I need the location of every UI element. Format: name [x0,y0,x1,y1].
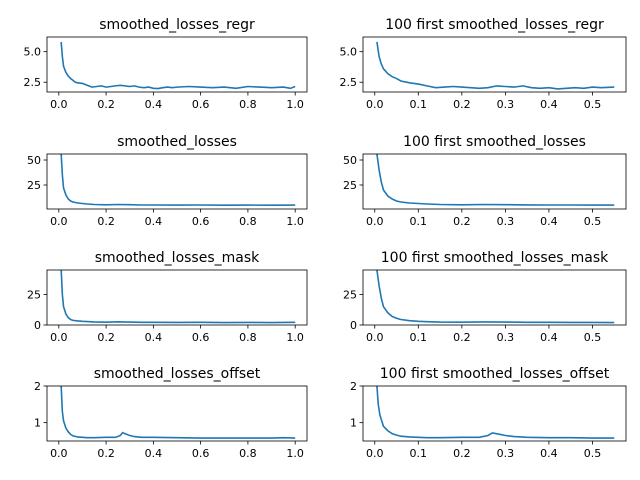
x-tick-label: 0.4 [540,447,558,460]
y-tick-label: 50 [27,154,41,167]
x-tick-label: 1.0 [286,215,304,228]
axes-frame [46,153,308,210]
subplot-title: 100 first smoothed_losses_mask [381,250,609,266]
subplot-title: smoothed_losses_regr [99,17,255,33]
x-tick-label: 0.0 [50,447,68,460]
subplot-title: 100 first smoothed_losses_offset [380,366,610,382]
x-tick-label: 0.2 [97,98,115,111]
x-tick-label: 0.5 [584,215,602,228]
x-tick-label: 0.2 [453,447,471,460]
x-tick-label: 0.2 [97,447,115,460]
series-line [376,270,615,324]
subplot-title: 100 first smoothed_losses [403,134,586,150]
subplot-4: 100 first smoothed_losses 0.0 0.1 0.2 0.3 0.4… [343,134,627,228]
y-tick-label: 1 [34,417,41,430]
x-tick-label: 0.0 [50,215,68,228]
x-tick-label: 0.0 [366,98,384,111]
y-tick-label: 2.5 [340,76,358,89]
subplot-2: 100 first smoothed_losses_regr 0.0 0.1 0.2 0… [340,17,627,111]
x-tick-label: 1.0 [286,447,304,460]
y-tick-label: 2 [34,380,41,393]
y-tick-label: 0 [350,319,357,332]
x-tick-label: 0.4 [540,98,558,111]
x-tick-label: 0.6 [192,98,210,111]
subplot-title: smoothed_losses [117,134,237,150]
x-tick-label: 0.2 [453,331,471,344]
x-tick-label: 0.0 [50,98,68,111]
x-tick-label: 0.4 [145,98,163,111]
axes-frame [46,269,308,326]
x-tick-label: 0.1 [410,447,428,460]
x-tick-label: 0.2 [453,98,471,111]
y-tick-label: 0 [34,319,41,332]
subplot-1: smoothed_losses_regr 0.0 0.2 0.4 0.6 0.8 1.0 2.… [24,17,308,111]
y-tick-label: 2.5 [24,76,42,89]
x-tick-label: 0.3 [497,447,515,460]
x-tick-label: 0.5 [584,447,602,460]
x-tick-label: 0.3 [497,98,515,111]
axes-frame [362,153,627,210]
x-tick-label: 0.3 [497,215,515,228]
subplot-title: smoothed_losses_offset [94,366,261,382]
x-tick-label: 0.0 [366,331,384,344]
y-tick-label: 25 [27,288,41,301]
series-line [376,41,615,90]
x-tick-label: 0.6 [192,331,210,344]
axes-frame [362,269,627,326]
y-tick-label: 2 [350,380,357,393]
series-line [376,154,615,206]
x-tick-label: 0.8 [239,98,257,111]
y-tick-label: 25 [27,179,41,192]
subplot-5: smoothed_losses_mask 0.0 0.2 0.4 0.6 0.8 1.0 0 2… [27,250,308,344]
x-tick-label: 0.6 [192,215,210,228]
x-tick-label: 0.4 [145,331,163,344]
x-tick-label: 0.1 [410,215,428,228]
x-tick-label: 0.3 [497,331,515,344]
x-tick-label: 0.0 [366,215,384,228]
x-tick-label: 0.1 [410,331,428,344]
axes-frame [46,36,308,93]
subplot-title: 100 first smoothed_losses_regr [385,17,604,33]
x-tick-label: 0.5 [584,331,602,344]
x-tick-label: 0.6 [192,447,210,460]
subplot-6: 100 first smoothed_losses_mask 0.0 0.1 0.2 0… [343,250,627,344]
subplot-7: smoothed_losses_offset 0.0 0.2 0.4 0.6 0.8 1.0… [34,366,308,460]
subplot-8: 100 first smoothed_losses_offset 0.0 0.1 0.… [350,366,627,460]
x-tick-label: 0.8 [239,331,257,344]
x-tick-label: 1.0 [286,331,304,344]
x-tick-label: 0.2 [97,331,115,344]
x-tick-label: 0.2 [97,215,115,228]
y-tick-label: 5.0 [340,46,358,59]
x-tick-label: 0.8 [239,215,257,228]
x-tick-label: 0.5 [584,98,602,111]
x-tick-label: 0.1 [410,98,428,111]
axes-frame [362,385,627,442]
y-tick-label: 1 [350,417,357,430]
axes-frame [46,385,308,442]
x-tick-label: 0.4 [540,331,558,344]
y-tick-label: 5.0 [24,46,42,59]
x-tick-label: 0.2 [453,215,471,228]
x-tick-label: 0.4 [145,447,163,460]
series-line [376,386,615,439]
series-line [60,386,296,439]
series-line [60,41,296,90]
axes-frame [362,36,627,93]
x-tick-label: 0.4 [145,215,163,228]
x-tick-label: 0.4 [540,215,558,228]
y-tick-label: 25 [343,288,357,301]
y-tick-label: 50 [343,154,357,167]
series-line [60,154,296,207]
x-tick-label: 0.8 [239,447,257,460]
series-line [60,270,296,324]
subplot-3: smoothed_losses 0.0 0.2 0.4 0.6 0.8 1.0 25 50 [27,134,308,228]
x-tick-label: 0.0 [366,447,384,460]
y-tick-label: 25 [343,179,357,192]
x-tick-label: 1.0 [286,98,304,111]
x-tick-label: 0.0 [50,331,68,344]
subplot-title: smoothed_losses_mask [95,250,260,266]
